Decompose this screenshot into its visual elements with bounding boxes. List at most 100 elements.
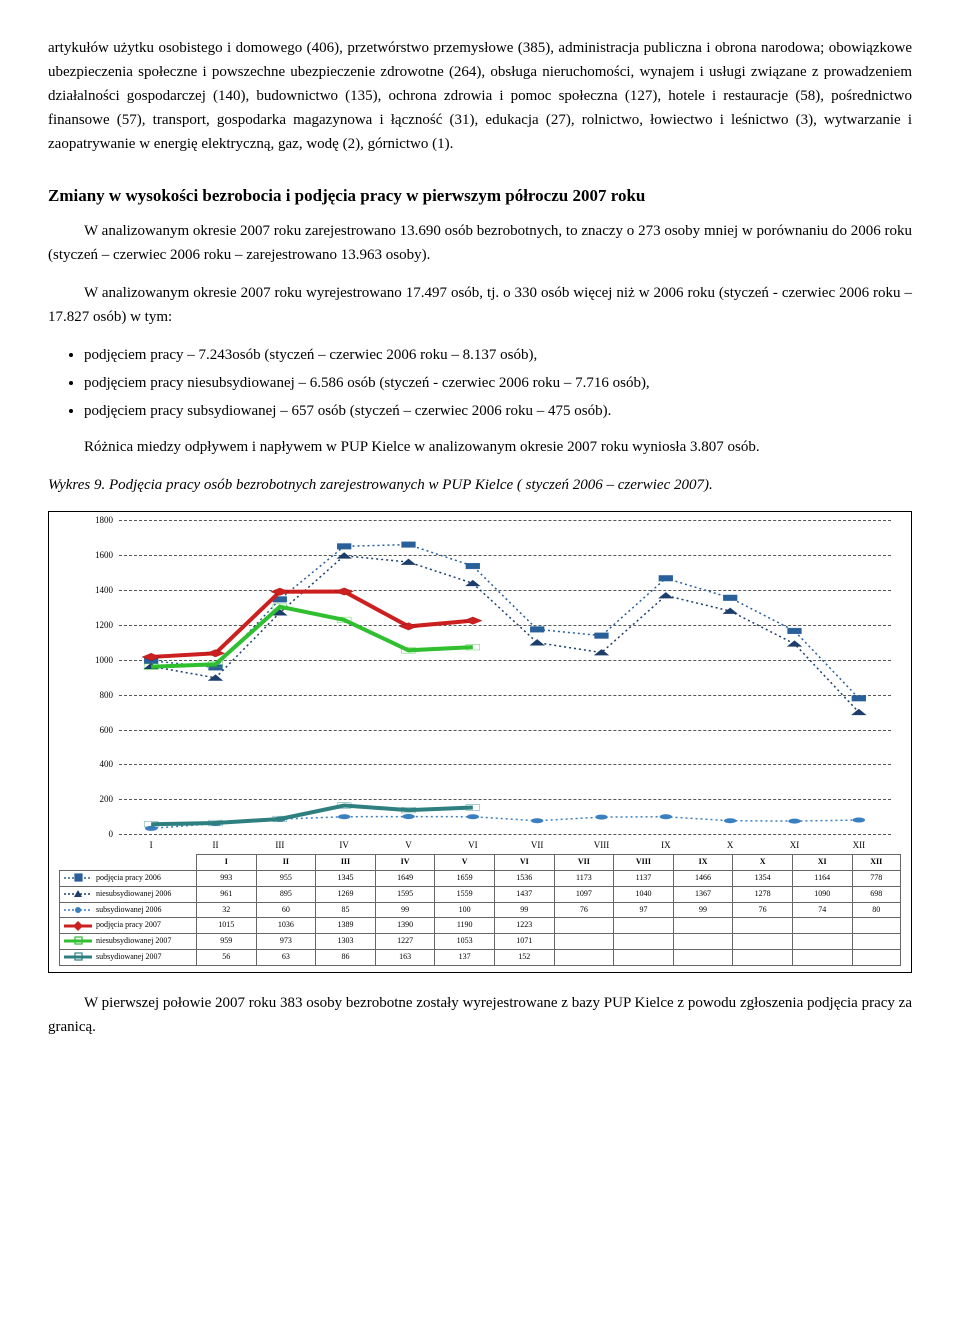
- series-label-cell: podjęcia pracy 2006: [60, 870, 197, 886]
- series-marker: [660, 814, 672, 819]
- table-cell: 698: [852, 886, 900, 902]
- table-cell: 1190: [435, 918, 495, 934]
- table-cell: 1036: [256, 918, 316, 934]
- table-header-month: VIII: [614, 855, 674, 871]
- series-marker: [530, 627, 544, 633]
- table-cell: [852, 918, 900, 934]
- table-cell: 163: [375, 949, 435, 965]
- series-marker: [788, 628, 802, 634]
- table-cell: 1164: [792, 870, 852, 886]
- gridline: [119, 834, 891, 835]
- series-marker: [853, 818, 865, 823]
- table-cell: 152: [494, 949, 554, 965]
- series-marker: [464, 617, 483, 625]
- table-cell: 99: [494, 902, 554, 918]
- chart-data-table: IIIIIIIVVVIVIIVIIIIXXXIXII podjęcia prac…: [59, 854, 901, 966]
- y-axis-label: 800: [79, 687, 113, 701]
- table-cell: 100: [435, 902, 495, 918]
- table-cell: 1097: [554, 886, 614, 902]
- table-cell: 1559: [435, 886, 495, 902]
- plot-area: 020040060080010001200140016001800 IIIIII…: [119, 520, 891, 850]
- series-marker: [788, 819, 800, 824]
- series-marker: [724, 818, 736, 823]
- x-axis-label: XII: [853, 838, 866, 852]
- table-cell: 1071: [494, 934, 554, 950]
- x-axis-label: IX: [661, 838, 671, 852]
- x-axis-label: X: [727, 838, 734, 852]
- table-cell: [614, 949, 674, 965]
- table-cell: [554, 949, 614, 965]
- series-marker: [466, 563, 480, 569]
- series-marker: [337, 544, 351, 550]
- series-marker: [595, 633, 609, 639]
- table-cell: [852, 949, 900, 965]
- series-marker: [145, 826, 157, 831]
- table-cell: [852, 934, 900, 950]
- series-marker: [531, 818, 543, 823]
- table-cell: 32: [197, 902, 257, 918]
- table-cell: 97: [614, 902, 674, 918]
- table-header-month: II: [256, 855, 316, 871]
- x-axis-label: VIII: [594, 838, 610, 852]
- table-cell: 778: [852, 870, 900, 886]
- x-axis-label: V: [405, 838, 412, 852]
- table-cell: 1345: [316, 870, 376, 886]
- series-marker: [465, 580, 480, 586]
- y-axis-label: 1400: [79, 583, 113, 597]
- series-line: [151, 556, 859, 712]
- legend-swatch-icon: [64, 952, 92, 962]
- legend-swatch-icon: [64, 889, 92, 899]
- series-marker: [529, 639, 544, 645]
- y-axis-label: 0: [79, 827, 113, 841]
- series-line: [151, 817, 859, 829]
- table-cell: 1659: [435, 870, 495, 886]
- table-cell: 1367: [673, 886, 733, 902]
- table-cell: 1466: [673, 870, 733, 886]
- table-cell: 1649: [375, 870, 435, 886]
- table-cell: 1278: [733, 886, 793, 902]
- series-label-cell: niesubsydiowanej 2006: [60, 886, 197, 902]
- table-cell: [733, 934, 793, 950]
- bullet-item: podjęciem pracy – 7.243osób (styczeń – c…: [84, 343, 912, 367]
- table-cell: 86: [316, 949, 376, 965]
- table-cell: 959: [197, 934, 257, 950]
- series-marker: [723, 595, 737, 601]
- table-cell: 99: [673, 902, 733, 918]
- series-line: [151, 592, 473, 657]
- table-header-month: X: [733, 855, 793, 871]
- table-cell: 1437: [494, 886, 554, 902]
- table-cell: 955: [256, 870, 316, 886]
- table-cell: 1390: [375, 918, 435, 934]
- table-header-month: I: [197, 855, 257, 871]
- series-marker: [594, 649, 609, 655]
- table-cell: 973: [256, 934, 316, 950]
- table-row: subsydiowanej 20063260859910099769799767…: [60, 902, 901, 918]
- y-axis-label: 1800: [79, 513, 113, 527]
- table-cell: 1269: [316, 886, 376, 902]
- table-cell: 1223: [494, 918, 554, 934]
- table-cell: 1389: [316, 918, 376, 934]
- table-cell: 1040: [614, 886, 674, 902]
- table-cell: 56: [197, 949, 257, 965]
- series-line: [151, 545, 859, 699]
- series-marker: [595, 815, 607, 820]
- series-marker: [467, 814, 479, 819]
- table-cell: 137: [435, 949, 495, 965]
- table-cell: 1227: [375, 934, 435, 950]
- paragraph-2: W analizowanym okresie 2007 roku wyrejes…: [48, 281, 912, 329]
- table-cell: 85: [316, 902, 376, 918]
- table-cell: [673, 934, 733, 950]
- series-label-cell: subsydiowanej 2006: [60, 902, 197, 918]
- table-cell: 1053: [435, 934, 495, 950]
- series-marker: [336, 552, 351, 558]
- y-axis-label: 1600: [79, 548, 113, 562]
- y-axis-label: 200: [79, 792, 113, 806]
- table-cell: [673, 949, 733, 965]
- table-row: podjęcia pracy 2007101510361389139011901…: [60, 918, 901, 934]
- table-header-month: VI: [494, 855, 554, 871]
- table-cell: 63: [256, 949, 316, 965]
- bullet-list: podjęciem pracy – 7.243osób (styczeń – c…: [84, 343, 912, 423]
- table-cell: 60: [256, 902, 316, 918]
- series-marker: [658, 592, 673, 598]
- table-cell: [554, 934, 614, 950]
